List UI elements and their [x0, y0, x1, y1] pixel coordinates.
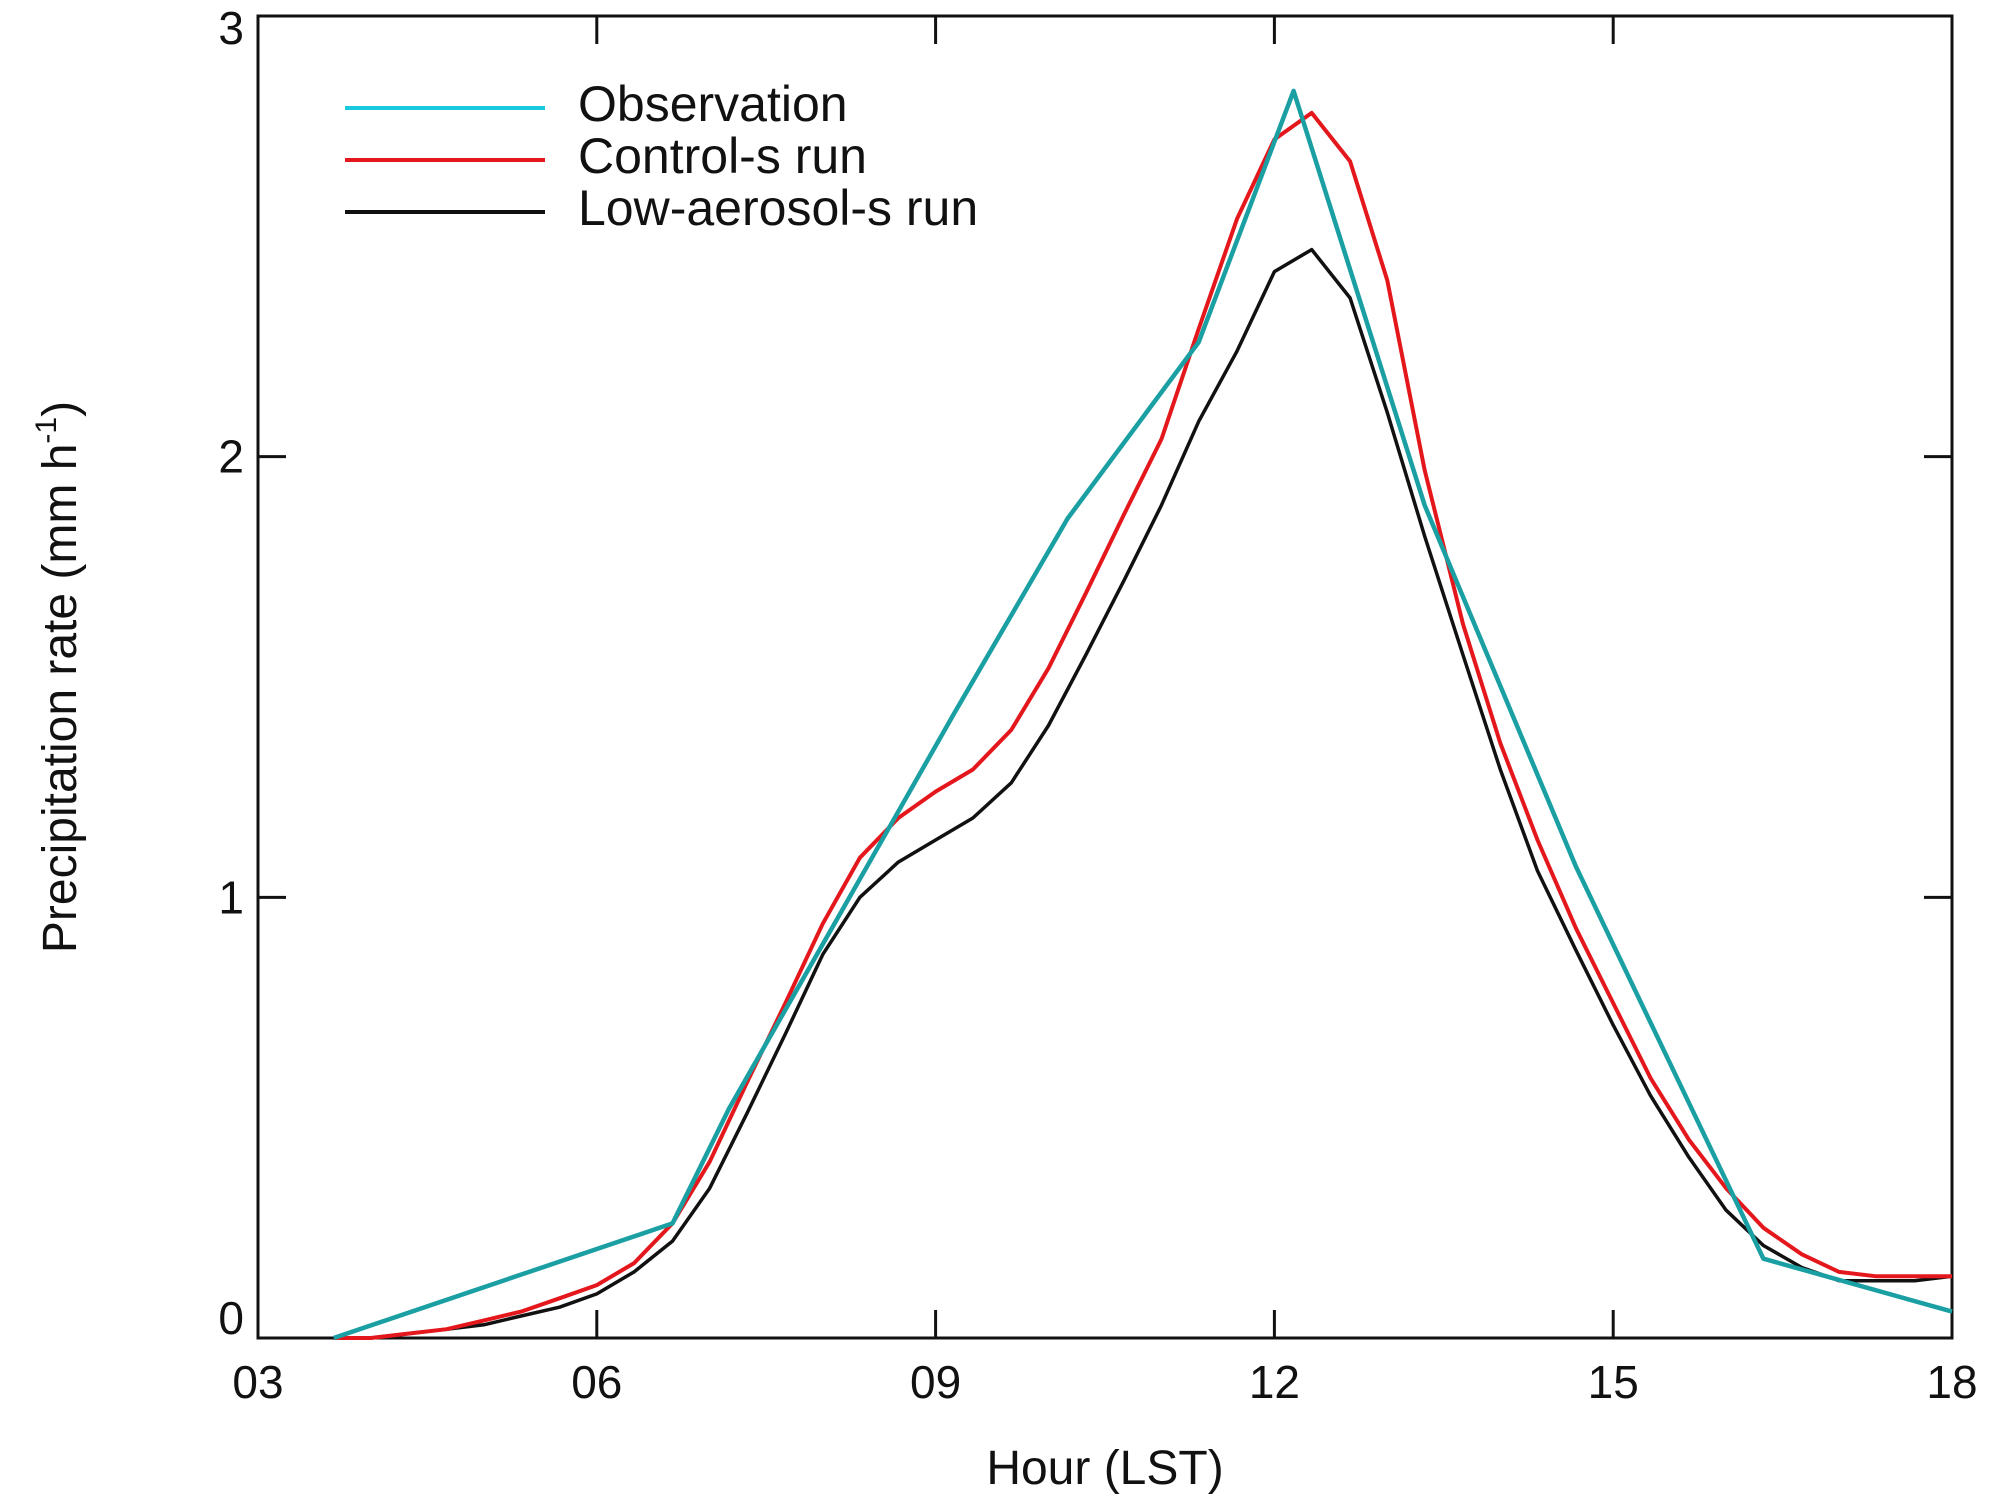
x-tick-label: 18	[1926, 1356, 1977, 1408]
y-tick-label: 1	[218, 871, 244, 923]
legend-label-observation: Observation	[578, 76, 848, 132]
y-axis-title-superscript: -1	[30, 417, 63, 444]
series-line-observation	[332, 88, 1953, 1341]
x-tick-label: 09	[910, 1356, 961, 1408]
y-axis-title-close: )	[34, 401, 87, 417]
y-tick-label: 0	[218, 1292, 244, 1344]
y-axis-title-main: Precipitation rate (mm h	[34, 444, 87, 954]
legend-label-control-s-run: Control-s run	[578, 128, 867, 184]
tick-marks	[256, 14, 1954, 1340]
x-tick-labels: 03 06 09 12 15 18	[232, 1356, 1977, 1408]
legend: Observation Control-s run Low-aerosol-s …	[345, 76, 978, 236]
x-tick-label: 12	[1249, 1356, 1300, 1408]
plot-area	[256, 14, 1954, 1340]
y-tick-label: 2	[218, 431, 244, 483]
x-tick-label: 15	[1588, 1356, 1639, 1408]
legend-label-low-aerosol-s-run: Low-aerosol-s run	[578, 180, 978, 236]
x-tick-label: 06	[571, 1356, 622, 1408]
y-tick-labels: 0 1 2 3	[218, 2, 244, 1344]
x-axis-title: Hour (LST)	[986, 1442, 1223, 1495]
x-tick-label: 03	[232, 1356, 283, 1408]
series-line-control-s-run	[333, 110, 1952, 1340]
series-line-low-aerosol-s-run	[333, 247, 1953, 1340]
series-lines	[332, 88, 1953, 1341]
y-axis-title: Precipitation rate (mm h-1)	[30, 401, 87, 953]
y-tick-label: 3	[218, 2, 244, 54]
